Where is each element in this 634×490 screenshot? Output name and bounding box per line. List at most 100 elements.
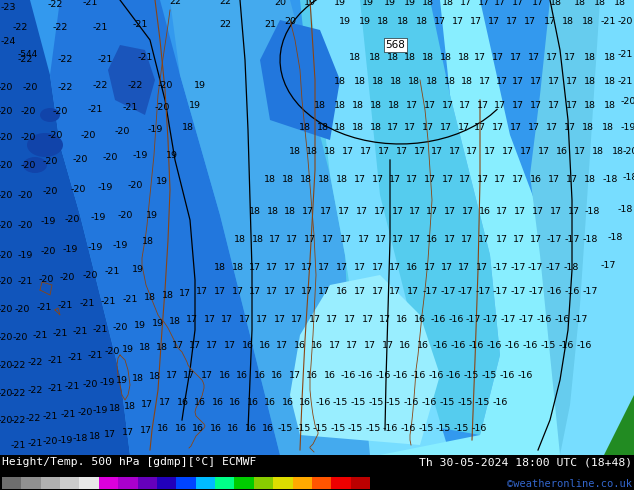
Text: 17: 17 (340, 236, 352, 245)
Text: 17: 17 (286, 236, 298, 245)
Text: -17: -17 (476, 288, 491, 296)
Text: 18: 18 (139, 343, 151, 352)
Text: -15: -15 (453, 423, 469, 433)
Text: -22: -22 (48, 0, 63, 9)
Text: 18: 18 (109, 403, 121, 413)
Text: -20: -20 (620, 98, 634, 106)
Text: 17: 17 (409, 236, 421, 245)
Text: 17: 17 (104, 430, 116, 439)
Text: 22: 22 (169, 0, 181, 6)
Text: -21: -21 (10, 441, 26, 449)
Text: -20: -20 (64, 216, 80, 224)
Text: 17: 17 (458, 264, 470, 272)
Text: 17: 17 (378, 147, 390, 156)
Text: 17: 17 (326, 316, 338, 324)
Text: -19: -19 (100, 377, 115, 387)
Text: 17: 17 (301, 264, 313, 272)
Text: 19: 19 (362, 0, 374, 7)
Text: 16: 16 (324, 370, 336, 379)
Text: 17: 17 (304, 236, 316, 245)
Text: 16: 16 (426, 236, 438, 245)
Text: 17: 17 (172, 341, 184, 349)
Text: 18: 18 (314, 100, 326, 109)
Text: 16: 16 (259, 341, 271, 349)
Text: 17: 17 (496, 236, 508, 245)
Text: -20: -20 (0, 161, 13, 170)
Text: -16: -16 (517, 370, 533, 379)
Text: 16: 16 (247, 397, 259, 407)
Text: 17: 17 (354, 175, 366, 185)
Text: -20: -20 (0, 361, 13, 369)
Text: -17: -17 (519, 316, 534, 324)
Text: -20: -20 (81, 130, 96, 140)
Text: 17: 17 (266, 264, 278, 272)
Text: -16: -16 (547, 288, 562, 296)
Text: -17: -17 (573, 316, 588, 324)
Text: 17: 17 (166, 370, 178, 379)
Text: 17: 17 (550, 207, 562, 217)
Text: 18: 18 (334, 100, 346, 109)
Text: -16: -16 (522, 341, 538, 349)
Text: 17: 17 (568, 207, 580, 217)
Text: 17: 17 (424, 175, 436, 185)
Polygon shape (290, 275, 440, 445)
Text: 17: 17 (460, 0, 472, 7)
Text: -15: -15 (463, 370, 479, 379)
Ellipse shape (27, 133, 63, 157)
Text: -21: -21 (57, 301, 73, 311)
Bar (22, 477, 41, 489)
Text: 17: 17 (474, 123, 486, 132)
Bar (312, 477, 331, 489)
Text: 17: 17 (256, 316, 268, 324)
Text: 17: 17 (232, 288, 244, 296)
Polygon shape (250, 0, 450, 455)
Text: -18: -18 (607, 234, 623, 243)
Text: 17: 17 (492, 53, 504, 63)
Text: -16: -16 (536, 316, 552, 324)
Text: 17: 17 (441, 264, 453, 272)
Text: 17: 17 (564, 123, 576, 132)
Text: -16: -16 (445, 370, 461, 379)
Text: 19: 19 (152, 318, 164, 327)
Text: -19: -19 (41, 218, 56, 226)
Text: 18: 18 (614, 0, 626, 7)
Text: -21: -21 (36, 303, 52, 313)
Text: -16: -16 (450, 341, 466, 349)
Text: -20: -20 (0, 416, 13, 424)
Text: -20: -20 (12, 334, 28, 343)
Ellipse shape (40, 108, 60, 122)
Text: 19: 19 (132, 266, 144, 274)
Text: -21: -21 (600, 18, 616, 26)
Text: Height/Temp. 500 hPa [gdmp][°C] ECMWF: Height/Temp. 500 hPa [gdmp][°C] ECMWF (2, 457, 256, 467)
Polygon shape (50, 0, 280, 455)
Text: 18: 18 (562, 18, 574, 26)
Text: -21: -21 (100, 297, 115, 307)
Text: -16: -16 (382, 423, 398, 433)
Text: -20: -20 (60, 273, 75, 283)
Text: 17: 17 (336, 264, 348, 272)
Text: 17: 17 (204, 316, 216, 324)
Text: -21: -21 (17, 277, 33, 287)
Text: 17: 17 (461, 236, 473, 245)
Text: -15: -15 (474, 397, 489, 407)
Text: 17: 17 (520, 147, 532, 156)
Text: 17: 17 (510, 53, 522, 63)
Text: 17: 17 (344, 316, 356, 324)
Text: 17: 17 (183, 370, 195, 379)
Text: 19: 19 (194, 80, 206, 90)
Text: 17: 17 (329, 341, 341, 349)
Text: 19: 19 (334, 0, 346, 7)
Bar (138, 477, 157, 489)
Text: 16: 16 (262, 423, 274, 433)
Text: -16: -16 (422, 397, 437, 407)
Text: -20: -20 (38, 275, 54, 285)
Text: 19: 19 (122, 345, 134, 354)
Text: 17: 17 (442, 175, 454, 185)
Text: -22: -22 (10, 416, 26, 424)
Text: 16: 16 (236, 370, 248, 379)
Text: 17: 17 (444, 207, 456, 217)
Text: -17: -17 (582, 288, 598, 296)
Text: 18: 18 (354, 77, 366, 87)
Text: 18: 18 (317, 123, 329, 132)
Text: -20: -20 (42, 437, 58, 445)
